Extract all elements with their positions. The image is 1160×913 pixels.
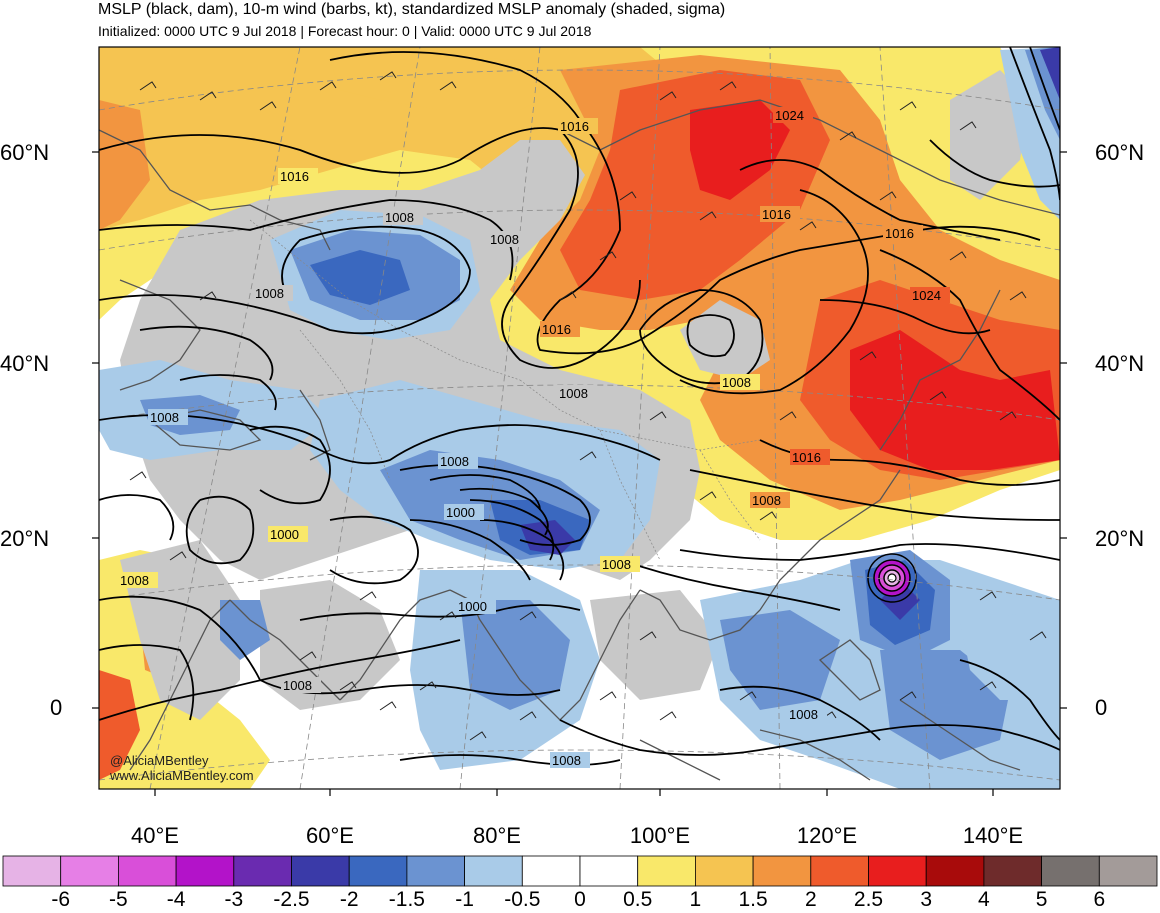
colorbar xyxy=(2,855,1158,887)
credit-website: www.AliciaMBentley.com xyxy=(110,768,254,783)
isobar-label-group: 1016 1016 1008 1008 1008 1024 1016 1016 … xyxy=(118,107,950,768)
isobar-label: 1008 xyxy=(602,557,631,572)
borders xyxy=(249,219,761,561)
isobar-label: 1016 xyxy=(792,450,821,465)
colorbar-swatch xyxy=(348,855,408,887)
isobar-label: 1008 xyxy=(255,286,284,301)
isobar-label: 1016 xyxy=(280,169,309,184)
colorbar-swatch xyxy=(695,855,754,887)
colorbar-swatch xyxy=(464,855,523,887)
lat-label: 0 xyxy=(50,695,63,720)
isobar-label: 1008 xyxy=(490,232,519,247)
colorbar-swatch xyxy=(752,855,812,887)
lon-label: 60°E xyxy=(306,823,354,848)
lat-label: 60°N xyxy=(1095,140,1145,165)
isobar-label: 1008 xyxy=(722,375,751,390)
colorbar-label: -1 xyxy=(455,888,474,911)
colorbar-swatch xyxy=(1098,855,1158,887)
isobar-label: 1008 xyxy=(150,410,179,425)
colorbar-label: -6 xyxy=(51,888,71,911)
isobar-label: 1008 xyxy=(552,753,581,768)
colorbar-swatch xyxy=(2,855,62,887)
colorbar-swatch xyxy=(868,855,927,887)
chart-title: MSLP (black, dam), 10-m wind (barbs, kt)… xyxy=(98,1,726,18)
colorbar-label: 4 xyxy=(978,888,990,911)
colorbar-label: 2 xyxy=(804,888,817,911)
isobar-label: 1000 xyxy=(458,599,487,614)
isobar-label: 1016 xyxy=(762,207,791,222)
colorbar-label: 3 xyxy=(920,888,933,911)
colorbar-label: -2.5 xyxy=(273,888,310,911)
colorbar-swatch xyxy=(233,855,292,887)
isobar-label: 1000 xyxy=(446,505,475,520)
colorbar-swatch xyxy=(406,855,465,887)
colorbar-label: -3 xyxy=(224,888,244,911)
lon-label: 100°E xyxy=(629,823,691,848)
isobar-label: 1008 xyxy=(789,707,818,722)
colorbar-label: 2.5 xyxy=(853,888,884,911)
lat-label: 40°N xyxy=(1095,351,1145,376)
isobar-label: 1008 xyxy=(559,386,588,401)
lat-label: 20°N xyxy=(1095,526,1145,551)
lon-label: 120°E xyxy=(796,823,858,848)
isobar-label: 1024 xyxy=(775,108,804,123)
lon-label: 40°E xyxy=(131,823,179,848)
wind-barbs xyxy=(129,71,1047,741)
isobar-label: 1008 xyxy=(120,573,149,588)
colorbar-swatch xyxy=(175,855,235,887)
isobars xyxy=(99,47,1060,766)
chart-subtitle: Initialized: 0000 UTC 9 Jul 2018 | Forec… xyxy=(98,23,592,39)
colorbar-label: 5 xyxy=(1035,888,1048,911)
lon-label: 80°E xyxy=(473,823,521,848)
tick-marks xyxy=(92,151,1067,796)
colorbar-label: -2 xyxy=(339,888,359,911)
lon-label: 140°E xyxy=(962,823,1024,848)
lat-label: 40°N xyxy=(0,351,50,376)
colorbar-label: 0 xyxy=(574,888,586,911)
isobar-label: 1016 xyxy=(542,322,571,337)
isobar-label: 1024 xyxy=(912,288,941,303)
isobar-label: 1016 xyxy=(560,119,589,134)
colorbar-label: 6 xyxy=(1093,888,1106,911)
typhoon-low-contours xyxy=(867,553,917,603)
colorbar-swatch xyxy=(60,855,119,887)
colorbar-swatch xyxy=(1041,855,1100,887)
colorbar-label: -4 xyxy=(166,888,186,911)
colorbar-label: 0.5 xyxy=(623,888,653,911)
colorbar-swatch xyxy=(291,855,350,887)
colorbar-swatch xyxy=(118,855,177,887)
isobar-label: 1008 xyxy=(385,210,414,225)
colorbar-label: -1.5 xyxy=(388,888,425,911)
isobar-label: 1008 xyxy=(752,493,781,508)
colorbar-label: 1.5 xyxy=(738,888,768,911)
graticule xyxy=(99,47,1060,789)
colorbar-swatch xyxy=(521,855,581,887)
map-frame xyxy=(98,46,1061,790)
colorbar-label: 1 xyxy=(689,888,702,911)
colorbar-swatch xyxy=(983,855,1043,887)
colorbar-label: -0.5 xyxy=(504,888,541,911)
colorbar-swatch xyxy=(925,855,985,887)
isobar-label: 1016 xyxy=(885,226,914,241)
isobar-label: 1008 xyxy=(440,454,469,469)
isobar-label: 1008 xyxy=(283,678,312,693)
map-plot: 1016 1016 1008 1008 1008 1024 1016 1016 … xyxy=(99,47,1060,789)
isobar-label: 1000 xyxy=(270,527,299,542)
colorbar-swatch xyxy=(810,855,869,887)
lat-label: 0 xyxy=(1095,695,1108,720)
colorbar-swatch xyxy=(579,855,639,887)
lat-label: 20°N xyxy=(0,526,50,551)
lat-label: 60°N xyxy=(0,140,50,165)
colorbar-swatch xyxy=(637,855,696,887)
colorbar-label: -5 xyxy=(109,888,128,911)
credit-handle: @AliciaMBentley xyxy=(110,753,209,768)
